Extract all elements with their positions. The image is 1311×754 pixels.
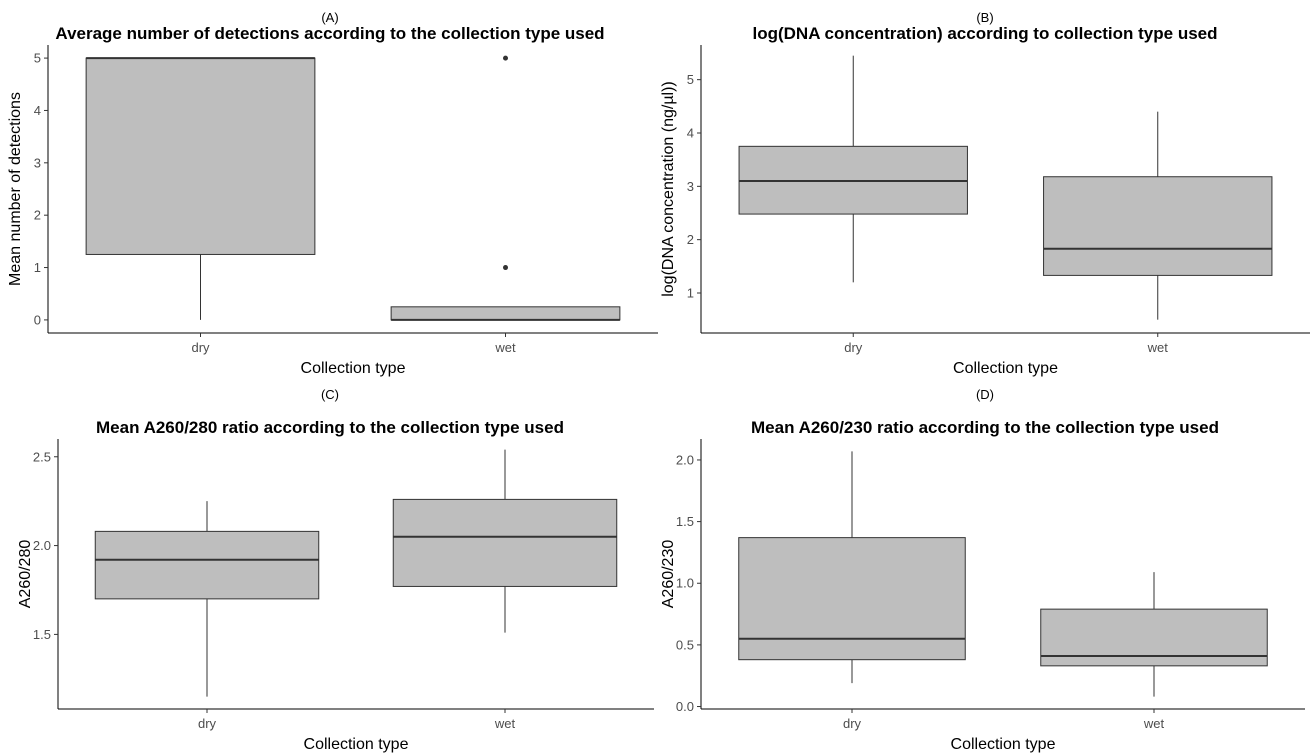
box-dry bbox=[738, 451, 966, 684]
box-wet bbox=[392, 449, 618, 633]
y-axis-title: A260/230 bbox=[660, 540, 677, 609]
chart-title: Mean A260/280 ratio according to the col… bbox=[96, 418, 564, 437]
chart-panel-c: (C) Mean A260/280 ratio according to the … bbox=[0, 377, 655, 754]
iqr-box bbox=[390, 306, 621, 321]
x-tick-label: wet bbox=[494, 340, 516, 355]
y-tick-label: 5 bbox=[687, 72, 694, 87]
y-tick-label: 5 bbox=[34, 51, 41, 66]
chart-title: Average number of detections according t… bbox=[55, 24, 604, 43]
outlier-point bbox=[503, 55, 508, 61]
y-tick-label: 0 bbox=[34, 312, 41, 327]
y-tick-label: 2 bbox=[34, 208, 41, 223]
y-axis-title: A260/280 bbox=[17, 540, 34, 609]
x-tick-label: wet bbox=[1147, 340, 1169, 355]
y-tick-label: 3 bbox=[34, 155, 41, 170]
y-tick-label: 2 bbox=[687, 232, 694, 247]
x-axis-title: Collection type bbox=[304, 736, 409, 753]
box-dry bbox=[85, 57, 316, 320]
y-tick-label: 1 bbox=[34, 260, 41, 275]
chart-panel-d: (D) Mean A260/230 ratio according to the … bbox=[655, 377, 1311, 754]
x-tick-label: dry bbox=[198, 716, 217, 731]
y-axis-title: log(DNA concentration (ng/µl)) bbox=[660, 81, 677, 297]
chart-panel-a: (A) Average number of detections accordin… bbox=[0, 0, 658, 377]
y-tick-label: 1.5 bbox=[676, 514, 694, 529]
box-wet bbox=[1040, 572, 1268, 697]
iqr-box bbox=[85, 57, 316, 255]
panel-label: (C) bbox=[321, 387, 339, 402]
chart-svg: (D) Mean A260/230 ratio according to the … bbox=[660, 387, 1305, 753]
x-axis-title: Collection type bbox=[951, 736, 1056, 753]
x-tick-label: dry bbox=[843, 716, 862, 731]
x-axis-title: Collection type bbox=[301, 360, 406, 377]
y-tick-label: 3 bbox=[687, 179, 694, 194]
iqr-box bbox=[392, 498, 618, 587]
iqr-box bbox=[1040, 608, 1268, 667]
panel-label: (B) bbox=[976, 10, 993, 25]
chart-svg: (C) Mean A260/280 ratio according to the … bbox=[17, 387, 654, 753]
y-tick-label: 2.0 bbox=[676, 452, 694, 467]
chart-panel-b: (B) log(DNA concentration) according to c… bbox=[655, 0, 1311, 377]
y-tick-label: 2.0 bbox=[33, 538, 51, 553]
y-tick-label: 1.5 bbox=[33, 627, 51, 642]
iqr-box bbox=[738, 537, 966, 661]
y-tick-label: 4 bbox=[687, 126, 694, 141]
x-tick-label: dry bbox=[844, 340, 863, 355]
panel-label: (A) bbox=[321, 10, 338, 25]
outlier-point bbox=[503, 265, 508, 271]
chart-title: Mean A260/230 ratio according to the col… bbox=[751, 418, 1219, 437]
x-tick-label: wet bbox=[1143, 716, 1165, 731]
x-tick-label: dry bbox=[191, 340, 210, 355]
y-tick-label: 0.5 bbox=[676, 637, 694, 652]
x-axis-title: Collection type bbox=[953, 360, 1058, 377]
box-dry bbox=[94, 501, 320, 697]
box-dry bbox=[738, 55, 968, 283]
box-wet bbox=[390, 55, 621, 321]
box-wet bbox=[1043, 111, 1273, 320]
iqr-box bbox=[1043, 176, 1273, 276]
chart-svg: (A)Average number of detections accordin… bbox=[7, 10, 658, 377]
x-tick-label: wet bbox=[494, 716, 516, 731]
y-tick-label: 4 bbox=[34, 103, 41, 118]
chart-svg: (B)log(DNA concentration) according to c… bbox=[660, 10, 1310, 377]
y-axis-title: Mean number of detections bbox=[7, 92, 24, 286]
y-tick-label: 1.0 bbox=[676, 576, 694, 591]
panel-label: (D) bbox=[976, 387, 994, 402]
y-tick-label: 0.0 bbox=[676, 699, 694, 714]
y-tick-label: 2.5 bbox=[33, 449, 51, 464]
chart-title: log(DNA concentration) according to coll… bbox=[752, 24, 1217, 43]
iqr-box bbox=[94, 530, 320, 600]
y-tick-label: 1 bbox=[687, 286, 694, 301]
